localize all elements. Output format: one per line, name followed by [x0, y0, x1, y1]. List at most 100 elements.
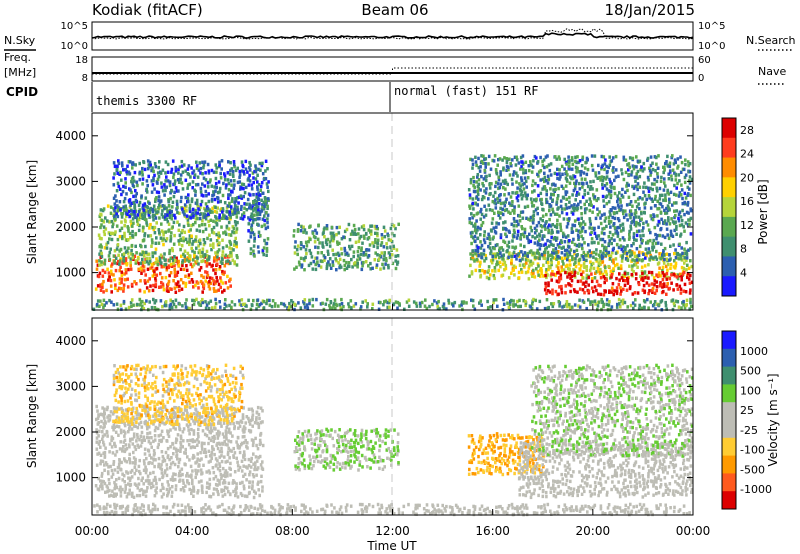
echo-cell: [100, 474, 104, 478]
echo-cell: [625, 203, 629, 207]
echo-cell: [581, 155, 585, 159]
echo-cell: [206, 181, 210, 185]
echo-cell: [515, 155, 518, 159]
echo-cell: [509, 211, 512, 215]
echo-cell: [602, 155, 606, 159]
echo-cell: [605, 164, 608, 169]
echo-cell: [178, 233, 182, 237]
echo-cell: [211, 230, 214, 234]
echo-cell: [619, 305, 622, 309]
echo-cell: [473, 185, 476, 190]
echo-cell: [260, 209, 264, 213]
echo-cell: [618, 191, 621, 195]
echo-cell: [634, 199, 637, 204]
echo-cell: [515, 224, 518, 228]
noise-right-bottom-tick: 10^0: [698, 41, 725, 52]
echo-cell: [535, 224, 539, 228]
echo-cell: [611, 233, 615, 237]
echo-cell: [545, 192, 548, 197]
echo-cell: [178, 223, 181, 227]
echo-cell: [97, 488, 101, 492]
echo-cell: [151, 461, 154, 465]
echo-cell: [133, 209, 136, 214]
echo-cell: [142, 238, 146, 242]
echo-cell: [492, 273, 496, 278]
echo-cell: [214, 474, 218, 479]
echo-cell: [255, 307, 258, 311]
echo-cell: [213, 305, 217, 309]
echo-cell: [160, 471, 164, 475]
echo-cell: [556, 172, 559, 176]
echo-cell: [607, 165, 610, 170]
echo-cell: [198, 413, 201, 418]
echo-cell: [160, 222, 163, 226]
echo-cell: [570, 270, 574, 275]
echo-cell: [623, 300, 627, 305]
echo-cell: [681, 201, 685, 206]
echo-cell: [207, 171, 211, 175]
echo-cell: [513, 219, 516, 224]
echo-cell: [204, 178, 208, 182]
echo-cell: [582, 262, 586, 266]
echo-cell: [154, 199, 157, 203]
echo-cell: [470, 270, 474, 274]
echo-cell: [157, 434, 161, 438]
echo-cell: [171, 205, 174, 209]
echo-cell: [225, 259, 228, 264]
echo-cell: [215, 170, 218, 174]
echo-cell: [253, 213, 256, 217]
echo-cell: [151, 209, 155, 213]
echo-cell: [607, 264, 610, 269]
echo-cell: [521, 162, 525, 166]
echo-cell: [245, 202, 248, 206]
echo-cell: [202, 194, 205, 198]
echo-cell: [583, 192, 586, 197]
echo-cell: [519, 210, 523, 214]
echo-cell: [186, 221, 190, 225]
echo-cell: [677, 216, 680, 221]
echo-cell: [576, 206, 579, 210]
echo-cell: [191, 280, 195, 284]
echo-cell: [573, 206, 576, 211]
echo-cell: [649, 230, 652, 235]
echo-cell: [659, 179, 663, 183]
echo-cell: [193, 412, 196, 416]
echo-cell: [563, 248, 567, 253]
echo-cell: [303, 268, 306, 272]
echo-cell: [99, 299, 102, 303]
echo-cell: [186, 439, 189, 443]
echo-cell: [596, 304, 600, 308]
echo-cell: [257, 191, 260, 195]
echo-cell: [250, 228, 254, 232]
echo-cell: [166, 494, 169, 498]
echo-cell: [617, 205, 621, 209]
echo-cell: [475, 163, 478, 168]
echo-cell: [314, 235, 317, 240]
echo-cell: [357, 227, 361, 231]
echo-cell: [511, 158, 514, 162]
echo-cell: [157, 442, 160, 447]
echo-cell: [122, 199, 126, 204]
echo-cell: [157, 206, 160, 210]
echo-cell: [640, 217, 643, 221]
echo-cell: [562, 186, 565, 191]
echo-cell: [571, 158, 574, 162]
echo-cell: [157, 464, 160, 469]
echo-cell: [515, 190, 519, 195]
echo-cell: [604, 289, 607, 293]
echo-cell: [216, 279, 219, 283]
echo-cell: [661, 285, 664, 289]
echo-cell: [674, 261, 678, 265]
echo-cell: [519, 236, 522, 240]
echo-cell: [334, 306, 337, 311]
echo-cell: [155, 481, 158, 486]
echo-cell: [544, 179, 548, 183]
echo-cell: [143, 462, 146, 466]
echo-cell: [473, 228, 477, 233]
echo-cell: [319, 265, 323, 269]
echo-cell: [265, 246, 269, 251]
echo-cell: [537, 170, 541, 174]
echo-cell: [493, 154, 497, 158]
echo-cell: [610, 208, 613, 213]
echo-cell: [131, 233, 134, 238]
